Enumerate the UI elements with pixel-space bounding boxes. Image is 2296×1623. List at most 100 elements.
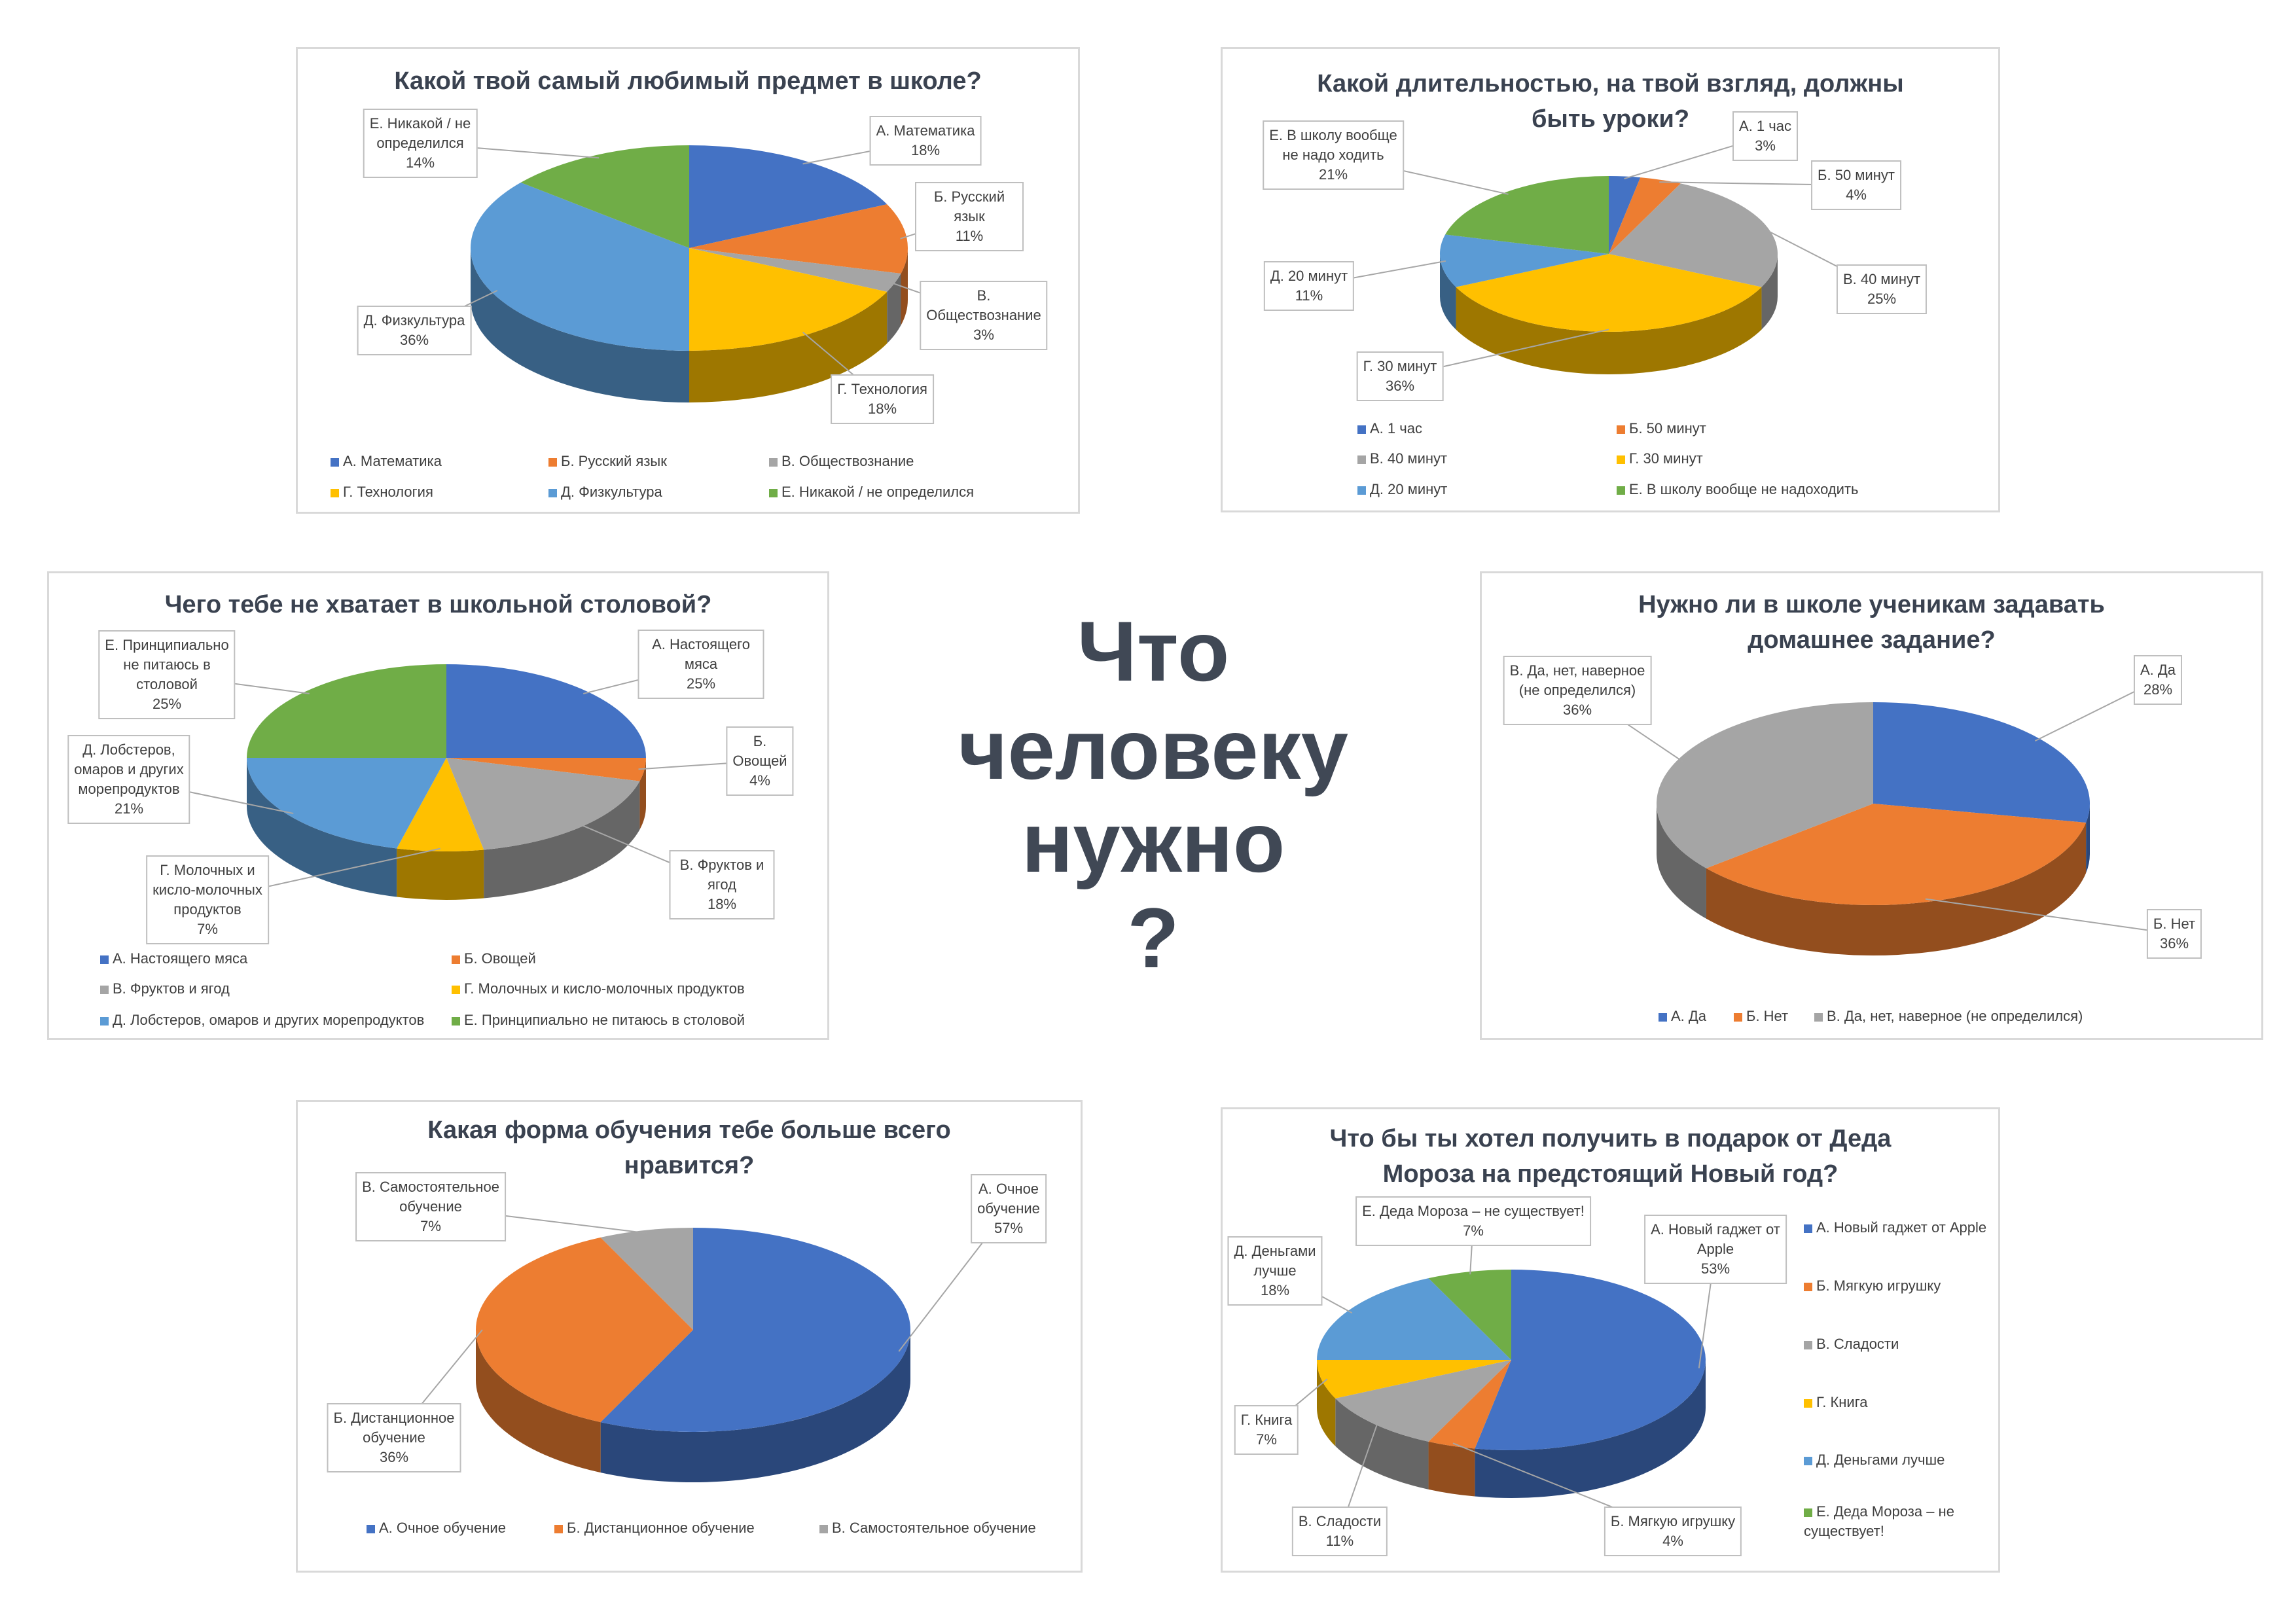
legend-swatch (1804, 1508, 1812, 1517)
data-label-value: 7% (1256, 1431, 1277, 1448)
data-label: Д. Лобстеров, омаров и других морепродук… (67, 735, 190, 824)
legend-item: Д. Деньгами лучше (1804, 1450, 1987, 1470)
data-label-category: В. Обществознание (926, 287, 1041, 323)
chart-panel-learning-form: Какая форма обучения тебе больше всего н… (296, 1100, 1083, 1573)
data-label: В. Фруктов и ягод 18% (669, 850, 775, 919)
data-label-value: 36% (399, 332, 429, 348)
data-label: Б. Нет 36% (2146, 909, 2202, 959)
legend-swatch (100, 985, 109, 994)
data-label: В. Самостоятельное обучение 7% (355, 1172, 506, 1241)
chart-panel-favorite-subject: Какой твой самый любимый предмет в школе… (296, 47, 1080, 514)
data-label-category: А. Новый гаджет от Apple (1651, 1221, 1780, 1257)
pie-slice-side (1761, 254, 1778, 330)
data-label: Б. Овощей 4% (726, 726, 794, 796)
pie-tops (1657, 702, 2090, 905)
data-label-category: В. 40 минут (1842, 271, 1921, 287)
legend-swatch (769, 457, 778, 467)
pie-slice-side (1475, 1360, 1706, 1498)
data-label-category: Д. 20 минут (1270, 268, 1348, 284)
legend-item: В. Фруктов и ягод (100, 979, 230, 999)
legend-item: Д. 20 минут (1357, 480, 1447, 499)
legend-item: А. Настоящего мяса (100, 949, 247, 969)
legend-swatch (100, 1016, 109, 1026)
pie-slice-side (471, 248, 689, 402)
data-label-value: 4% (1662, 1533, 1683, 1549)
legend-label: А. Новый гаджет от Apple (1816, 1219, 1987, 1236)
legend-label: В. 40 минут (1370, 450, 1448, 467)
legend-item: Е. Никакой / не определился (769, 482, 974, 502)
pie-slice (1445, 176, 1609, 254)
legend-swatch (554, 1524, 563, 1533)
legend-item: В. Самостоятельное обучение (819, 1518, 1036, 1538)
data-label-category: Е. Никакой / не определился (369, 115, 471, 151)
legend-label: Г. Технология (343, 484, 433, 500)
legend-label: Е. В школу вообще не надоходить (1629, 481, 1859, 497)
legend-label: Е. Никакой / не определился (781, 484, 975, 500)
chart-title: Чего тебе не хватает в школьной столовой… (164, 591, 712, 618)
data-label-value: 11% (955, 228, 984, 244)
legend-swatch (548, 457, 557, 467)
legend-label: Д. Деньгами лучше (1816, 1452, 1945, 1468)
chart-title: Что бы ты хотел получить в подарок от Де… (1329, 1125, 1892, 1188)
data-label-value: 18% (707, 896, 737, 912)
legend-item: Г. 30 минут (1617, 449, 1703, 469)
data-label: А. Новый гаджет от Apple 53% (1644, 1215, 1787, 1284)
data-label-category: Е. В школу вообще не надо ходить (1269, 127, 1397, 163)
pie-slice (247, 758, 446, 849)
pie-slice (1609, 176, 1641, 254)
legend-item: В. 40 минут (1357, 449, 1447, 469)
legend-item: Е. Принципиально не питаюсь в столовой (452, 1010, 745, 1030)
pie-slice-side (1317, 1360, 1336, 1446)
data-label: Д. Деньгами лучше 18% (1227, 1236, 1323, 1306)
legend-swatch (100, 955, 109, 964)
legend-item: Б. 50 минут (1617, 419, 1706, 438)
legend-label: Е. Деда Мороза – не существует! (1804, 1503, 1954, 1539)
pie-slice-side (1428, 1441, 1475, 1497)
legend-swatch (331, 488, 339, 497)
legend-item: А. Очное обучение (367, 1518, 506, 1538)
data-label-category: Д. Физкультура (363, 312, 465, 329)
legend-swatch (1804, 1224, 1812, 1233)
pie-slice-side (476, 1330, 601, 1473)
pie-slice-side (887, 274, 901, 344)
data-label-value: 36% (2159, 935, 2189, 952)
pie-slice (520, 145, 689, 248)
data-label-category: Г. Книга (1240, 1412, 1293, 1428)
data-label-value: 14% (405, 154, 435, 171)
pie-slice (1335, 1360, 1511, 1442)
pie-sides (247, 758, 647, 900)
legend-item: Д. Лобстеров, омаров и других морепродук… (100, 1010, 424, 1030)
data-label: А. Да 28% (2133, 655, 2183, 705)
data-label-category: Б. Овощей (732, 733, 787, 769)
legend-swatch (1804, 1340, 1812, 1349)
data-label: Б. Дистанционное обучение 36% (327, 1403, 461, 1472)
pie-chart-learning-form (393, 1206, 1009, 1482)
pie-slice (476, 1237, 693, 1423)
legend-label: Г. 30 минут (1629, 450, 1703, 467)
data-label: В. Сладости 11% (1291, 1507, 1388, 1556)
data-label: Г. Молочных и кисло-молочных продуктов 7% (146, 855, 269, 944)
pie-slice (471, 182, 689, 351)
pie-tops (247, 664, 647, 851)
data-label-value: 36% (1385, 378, 1415, 394)
legend-label: А. Математика (343, 453, 442, 469)
legend-item: В. Да, нет, наверное (не определился) (1814, 1007, 2083, 1026)
pie-slice (397, 758, 484, 851)
data-label-category: Е. Деда Мороза – не существует! (1362, 1203, 1585, 1219)
legend-swatch (331, 457, 339, 467)
data-label-value: 11% (1325, 1533, 1354, 1549)
data-label-category: В. Сладости (1298, 1513, 1382, 1529)
pie-slice (689, 248, 901, 292)
legend-label: В. Да, нет, наверное (не определился) (1827, 1008, 2083, 1024)
data-label-value: 28% (2143, 681, 2173, 698)
center-title-line-2: человеку (958, 702, 1348, 797)
pie-sides (1657, 804, 2090, 955)
legend-item: А. 1 час (1357, 419, 1422, 438)
data-label-value: 25% (686, 675, 716, 692)
pie-slice-side (484, 781, 640, 899)
legend-swatch (548, 488, 557, 497)
pie-sides (476, 1330, 910, 1482)
legend-label: А. 1 час (1370, 420, 1422, 437)
data-label: В. Да, нет, наверное (не определился) 36% (1503, 656, 1652, 725)
data-label: А. Математика 18% (869, 116, 982, 166)
